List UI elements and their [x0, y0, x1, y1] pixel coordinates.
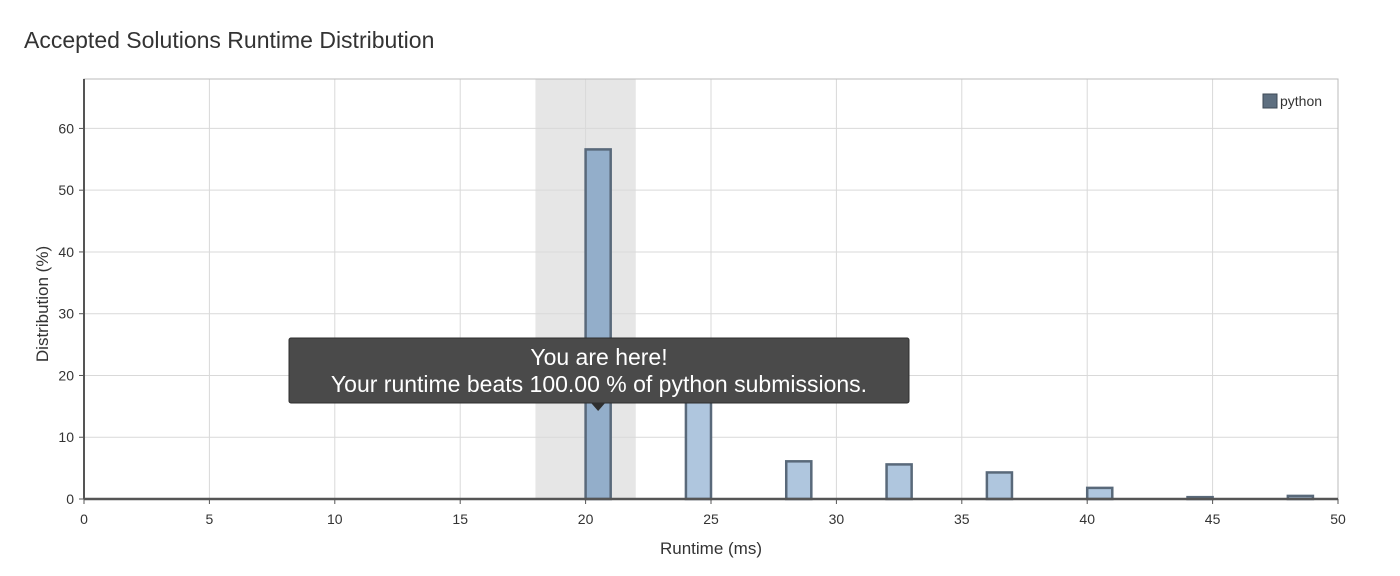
x-tick-label-0: 0: [80, 511, 88, 527]
bar-40.5: [1085, 486, 1114, 501]
x-tick-label-45: 45: [1205, 511, 1221, 527]
legend-swatch-python: [1262, 93, 1278, 109]
x-tick-label-25: 25: [703, 511, 719, 527]
y-tick-label-50: 50: [58, 182, 74, 198]
bars-group: [584, 148, 1315, 501]
x-tick-label-15: 15: [452, 511, 468, 527]
bar-36.5: [985, 471, 1014, 501]
y-tick-label-20: 20: [58, 367, 74, 383]
bar-28.5: [784, 460, 813, 501]
chart-title: Accepted Solutions Runtime Distribution: [24, 27, 435, 53]
tooltip-pointer: [591, 403, 606, 411]
tooltip-line-1: You are here!: [530, 344, 667, 370]
legend[interactable]: python: [1262, 93, 1322, 109]
y-tick-label-0: 0: [66, 491, 74, 507]
x-tick-label-50: 50: [1330, 511, 1346, 527]
x-tick-label-10: 10: [327, 511, 343, 527]
x-tick-label-5: 5: [206, 511, 214, 527]
x-tick-label-40: 40: [1079, 511, 1095, 527]
y-tick-label-40: 40: [58, 244, 74, 260]
x-axis-ticks: 0 5 10 15 20 25 30 35 40 45 50: [80, 499, 1346, 527]
y-tick-label-30: 30: [58, 306, 74, 322]
x-axis-label: Runtime (ms): [660, 539, 762, 558]
y-tick-label-60: 60: [58, 120, 74, 136]
x-tick-label-20: 20: [578, 511, 594, 527]
x-tick-label-30: 30: [829, 511, 845, 527]
y-axis-ticks: 0 10 20 30 40 50 60: [58, 120, 84, 507]
tooltip-line-2: Your runtime beats 100.00 % of python su…: [331, 371, 867, 397]
bar-32.5: [885, 463, 913, 501]
bar-20.5: [584, 148, 612, 501]
x-tick-label-35: 35: [954, 511, 970, 527]
y-tick-label-10: 10: [58, 429, 74, 445]
legend-label-python: python: [1280, 93, 1322, 109]
y-axis-label: Distribution (%): [33, 246, 52, 362]
runtime-tooltip: You are here! Your runtime beats 100.00 …: [288, 337, 910, 411]
